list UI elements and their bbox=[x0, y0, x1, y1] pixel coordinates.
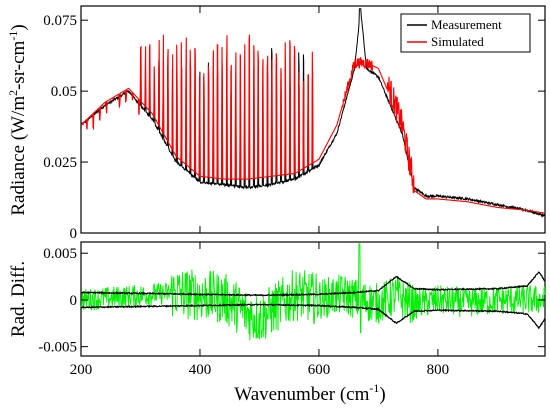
ylabel-pre: Radiance (W/m bbox=[8, 96, 29, 216]
upper-envelope-line bbox=[81, 271, 546, 297]
top-ytick-label: 0.025 bbox=[43, 155, 77, 171]
bottom-series-group bbox=[80, 243, 546, 341]
xtick-label: 400 bbox=[189, 362, 212, 378]
top-plot-frame bbox=[80, 5, 546, 234]
simulated-line bbox=[80, 34, 545, 214]
top-series-group bbox=[80, 8, 546, 219]
bottom-y-ticks: -0.005 0 0.005 bbox=[38, 246, 545, 356]
xtick-label: 200 bbox=[70, 362, 93, 378]
bottom-ytick-label: -0.005 bbox=[38, 340, 77, 356]
xtick-label: 800 bbox=[427, 362, 450, 378]
xtick-label: 600 bbox=[308, 362, 331, 378]
legend-label-simulated: Simulated bbox=[431, 34, 484, 49]
x-axis-label: Wavenumber (cm-1) bbox=[234, 381, 385, 405]
bottom-ytick-label: 0 bbox=[70, 293, 78, 309]
difference-line bbox=[80, 243, 546, 341]
top-ytick-label: 0.05 bbox=[51, 84, 77, 100]
lower-envelope-line bbox=[80, 303, 546, 330]
x-ticks: 200 400 600 800 bbox=[70, 6, 449, 378]
bottom-plot-frame bbox=[80, 241, 546, 357]
legend-label-measurement: Measurement bbox=[431, 17, 502, 32]
ylabel-post: ) bbox=[8, 24, 29, 30]
bottom-panel: -0.005 0 0.005 200 400 600 800 Rad. Diff. Wav… bbox=[8, 6, 546, 405]
legend: Measurement Simulated bbox=[400, 13, 531, 53]
legend-box bbox=[400, 13, 531, 53]
ylabel-sup1: 2 bbox=[6, 90, 20, 96]
top-y-ticks: 0 0.025 0.05 0.075 bbox=[43, 13, 545, 242]
top-ytick-label: 0 bbox=[70, 226, 78, 242]
top-y-axis-label: Radiance (W/m2-sr-cm-1) bbox=[6, 24, 29, 215]
top-ytick-label: 0.075 bbox=[43, 13, 77, 29]
ylabel-sup2: -1 bbox=[6, 31, 20, 41]
bottom-ytick-label: 0.005 bbox=[43, 246, 77, 262]
ylabel-mid: -sr-cm bbox=[8, 40, 29, 89]
bottom-y-axis-label: Rad. Diff. bbox=[8, 261, 29, 337]
